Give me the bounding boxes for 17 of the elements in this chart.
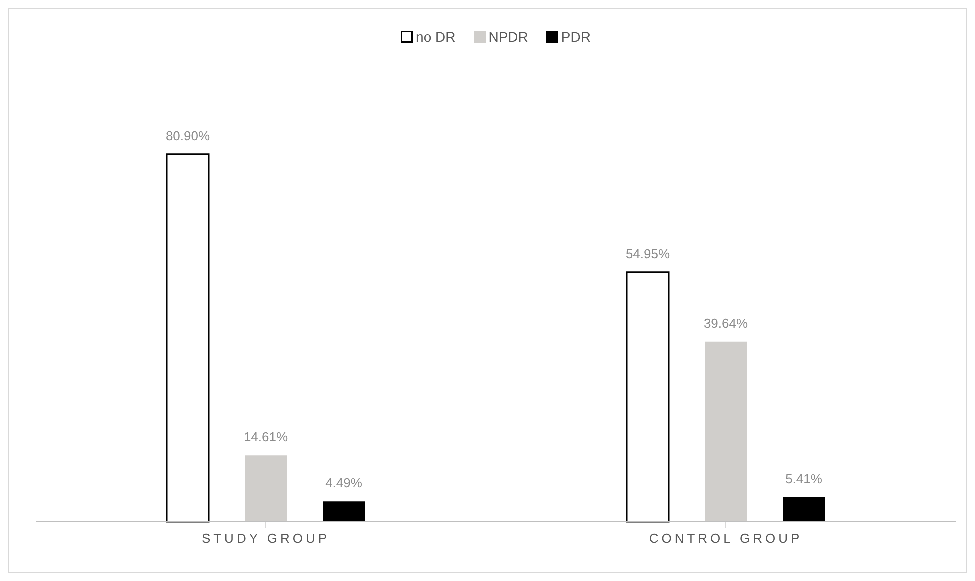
data-label: 80.90%	[166, 128, 210, 144]
x-tick-label: CONTROL GROUP	[649, 531, 803, 546]
bar	[783, 497, 825, 522]
bar	[245, 456, 287, 522]
bar	[166, 154, 210, 523]
data-label: 54.95%	[626, 246, 670, 262]
bar	[705, 342, 747, 522]
x-tick-label: STUDY GROUP	[202, 531, 330, 546]
bar	[626, 272, 670, 523]
data-label: 4.49%	[326, 476, 363, 491]
legend-label: NPDR	[488, 29, 528, 45]
bar	[323, 502, 365, 522]
data-label: 5.41%	[786, 471, 823, 486]
data-label: 39.64%	[704, 316, 748, 331]
legend-label: PDR	[560, 29, 591, 45]
legend-label: no DR	[415, 29, 456, 45]
data-label: 14.61%	[244, 430, 288, 445]
